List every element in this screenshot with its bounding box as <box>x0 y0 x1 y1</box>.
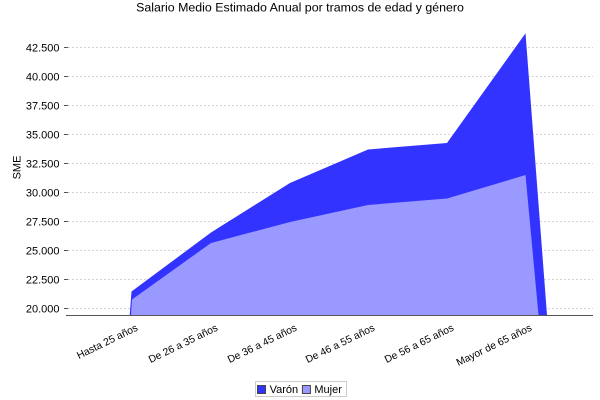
svg-text:32.500: 32.500 <box>26 159 60 171</box>
svg-text:37.500: 37.500 <box>26 101 60 113</box>
svg-text:Salario Medio Estimado Anual p: Salario Medio Estimado Anual por tramos … <box>136 1 464 15</box>
svg-text:Mujer: Mujer <box>314 384 342 396</box>
svg-text:42.500: 42.500 <box>26 43 60 55</box>
svg-text:20.000: 20.000 <box>26 304 60 316</box>
svg-text:SME: SME <box>12 156 24 180</box>
svg-text:27.500: 27.500 <box>26 217 60 229</box>
svg-text:Varón: Varón <box>270 384 299 396</box>
svg-text:25.000: 25.000 <box>26 246 60 258</box>
svg-text:35.000: 35.000 <box>26 130 60 142</box>
svg-text:40.000: 40.000 <box>26 72 60 84</box>
svg-text:30.000: 30.000 <box>26 188 60 200</box>
svg-text:22.500: 22.500 <box>26 275 60 287</box>
